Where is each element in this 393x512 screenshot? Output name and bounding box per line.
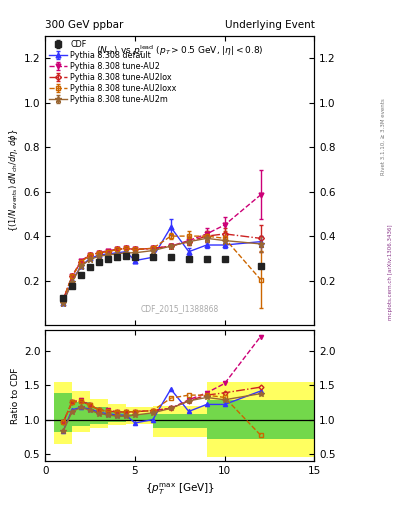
X-axis label: $\{p_T^\mathsf{max}$ [GeV]$\}$: $\{p_T^\mathsf{max}$ [GeV]$\}$ [145,481,215,497]
Text: mcplots.cern.ch [arXiv:1306.3436]: mcplots.cern.ch [arXiv:1306.3436] [388,224,393,319]
Text: CDF_2015_I1388868: CDF_2015_I1388868 [141,305,219,313]
Text: Underlying Event: Underlying Event [224,19,314,30]
Text: 300 GeV ppbar: 300 GeV ppbar [45,19,123,30]
Y-axis label: $\{(1/N_\mathsf{events}) \; dN_\mathsf{ch}/d\eta, \, d\phi\}$: $\{(1/N_\mathsf{events}) \; dN_\mathsf{c… [7,129,20,232]
Legend: CDF, Pythia 8.308 default, Pythia 8.308 tune-AU2, Pythia 8.308 tune-AU2lox, Pyth: CDF, Pythia 8.308 default, Pythia 8.308 … [48,38,178,105]
Text: $\langle N_\mathsf{ch}\rangle$ vs $p_T^\mathsf{lead}$ ($p_T > 0.5$ GeV, $|\eta| : $\langle N_\mathsf{ch}\rangle$ vs $p_T^\… [96,43,264,58]
Y-axis label: Ratio to CDF: Ratio to CDF [11,367,20,424]
Text: Rivet 3.1.10, ≥ 3.3M events: Rivet 3.1.10, ≥ 3.3M events [381,99,386,176]
